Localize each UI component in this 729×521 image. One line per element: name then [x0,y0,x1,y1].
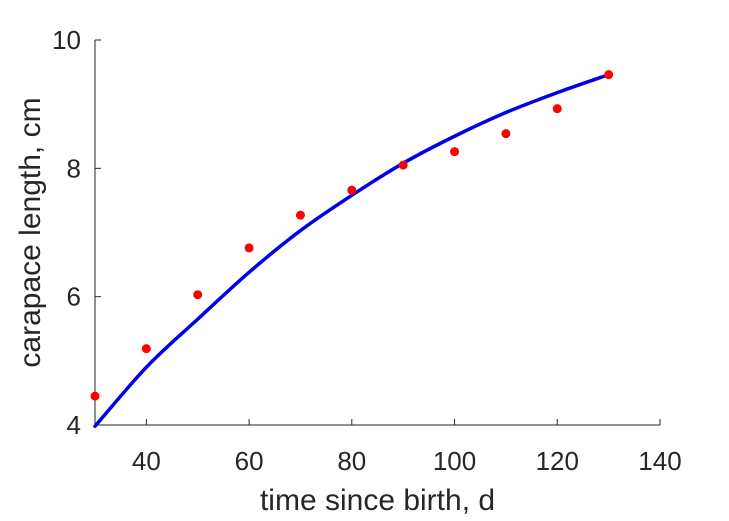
y-tick-label: 8 [67,153,81,183]
data-point [501,129,511,139]
x-tick-label: 100 [433,446,476,476]
fitted-curve [93,72,611,429]
data-point [604,70,614,80]
data-point [398,160,408,170]
y-tick-label: 10 [52,25,81,55]
x-tick-label: 40 [132,446,161,476]
x-tick-label: 80 [337,446,366,476]
data-point [90,391,100,401]
y-ticks: 4 6 8 10 [52,25,101,440]
y-tick-label: 4 [67,410,81,440]
data-point [552,104,562,114]
data-point [193,290,203,300]
x-ticks: 40 60 80 100 120 140 [132,419,682,476]
x-tick-label: 140 [638,446,681,476]
axes [94,40,660,426]
y-tick-label: 6 [67,282,81,312]
y-axis-title: carapace length, cm [14,97,47,367]
series-layer [90,70,614,429]
data-point [347,185,357,195]
x-tick-label: 60 [235,446,264,476]
data-point [244,243,254,253]
x-axis-title: time since birth, d [260,484,495,517]
data-point [295,210,305,220]
data-point [141,344,151,354]
data-point [450,147,460,157]
x-tick-label: 120 [536,446,579,476]
